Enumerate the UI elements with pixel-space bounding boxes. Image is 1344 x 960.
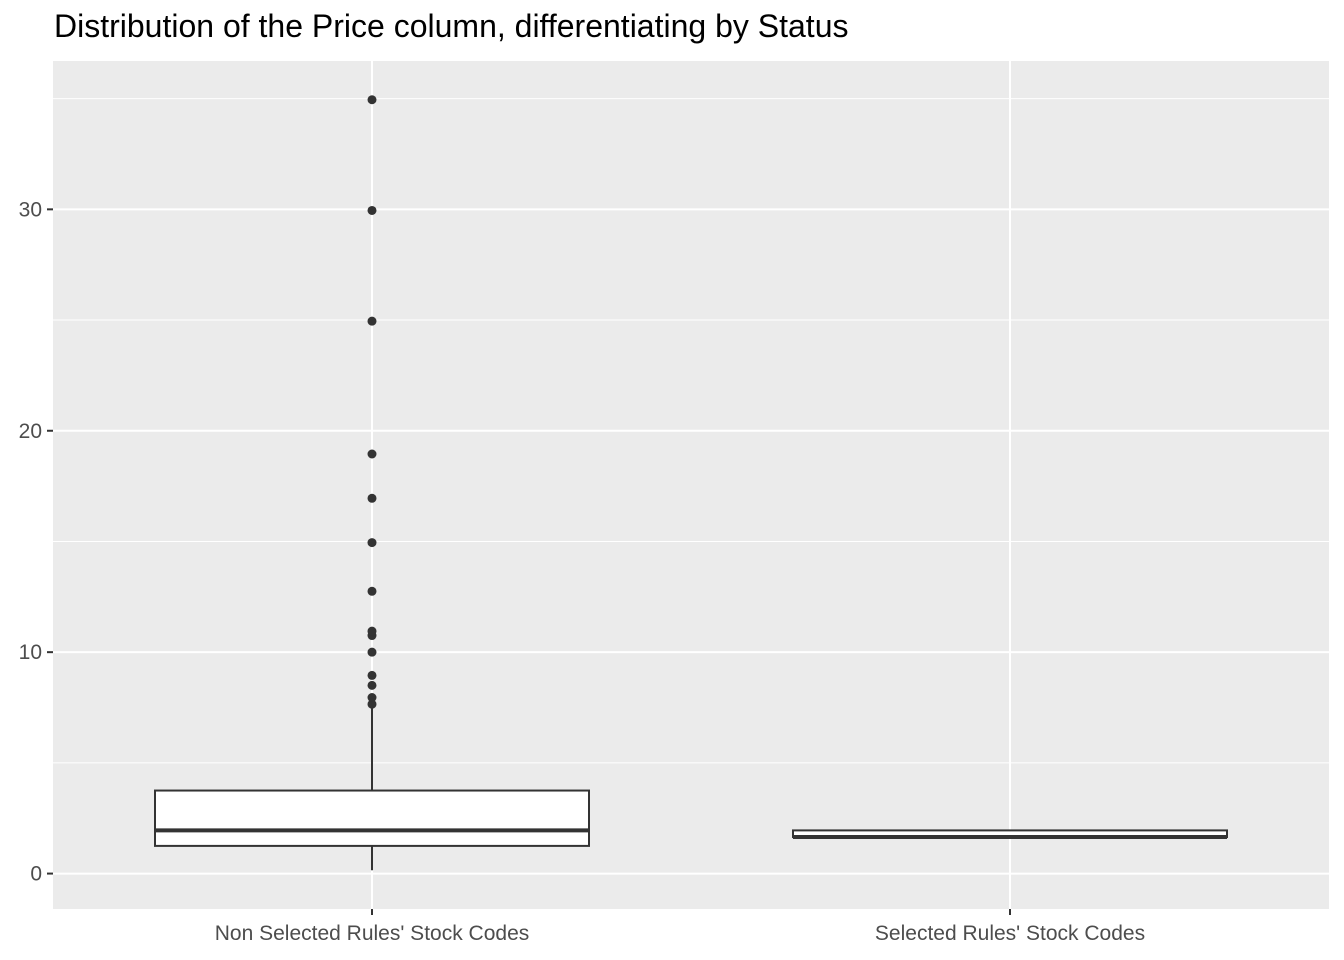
outlier-point-0-9 [367, 493, 377, 503]
box-group-0 [154, 95, 590, 871]
y-tick-label-1: 10 [19, 641, 42, 664]
y-tick-label-3: 30 [19, 198, 42, 221]
chart-title: Distribution of the Price column, differ… [54, 8, 849, 44]
outlier-point-0-6 [367, 626, 377, 636]
axis-layer: 0 10 20 30 Non Selected Rules' Stock Codes Se… [19, 198, 1145, 945]
outlier-point-0-4 [367, 647, 377, 657]
outlier-point-0-0 [367, 699, 377, 709]
y-tick-label-2: 20 [19, 420, 42, 443]
plot-panel [53, 61, 1329, 909]
x-tick-label-1: Selected Rules' Stock Codes [875, 922, 1145, 945]
outlier-point-0-2 [367, 680, 377, 690]
grid-layer [53, 61, 1329, 909]
box-0 [154, 789, 590, 847]
box-layer [154, 95, 1228, 871]
outlier-point-0-8 [367, 538, 377, 548]
x-tick-label-0: Non Selected Rules' Stock Codes [215, 922, 530, 945]
outlier-point-0-10 [367, 449, 377, 459]
outlier-point-0-11 [367, 316, 377, 326]
outlier-point-0-7 [367, 586, 377, 596]
box-group-1 [792, 829, 1228, 840]
outlier-point-0-3 [367, 670, 377, 680]
y-tick-label-0: 0 [30, 863, 42, 886]
outlier-point-0-13 [367, 95, 377, 105]
outlier-point-0-1 [367, 693, 377, 703]
outlier-point-0-12 [367, 205, 377, 215]
